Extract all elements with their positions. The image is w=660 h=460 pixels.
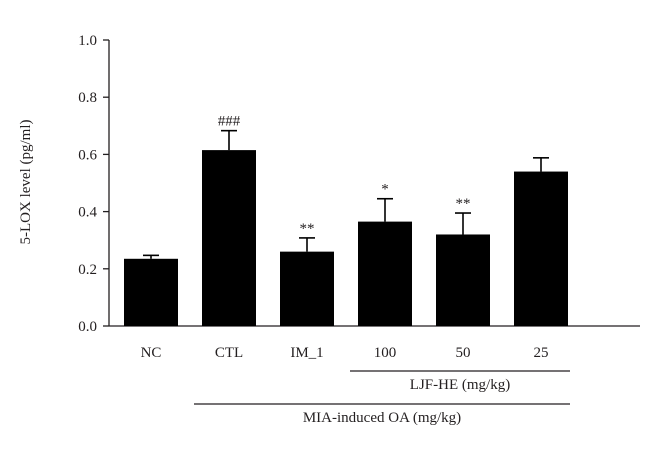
significance-label: * (381, 182, 389, 198)
category-label: IM_1 (290, 345, 323, 361)
group-brackets: LJF-HE (mg/kg) MIA-induced OA (mg/kg) (194, 370, 570, 426)
bar (514, 171, 568, 326)
category-label: 50 (456, 345, 471, 361)
significance-label: ** (456, 196, 471, 212)
category-label: NC (141, 345, 162, 361)
y-tick-label: 0.6 (78, 147, 97, 163)
significance-labels: ###***** (218, 114, 471, 237)
category-label: 100 (374, 345, 397, 361)
significance-label: ** (300, 221, 315, 237)
error-bars (143, 129, 549, 259)
y-axis-label: 5-LOX level (pg/ml) (18, 120, 34, 245)
y-tick-label: 1.0 (78, 33, 97, 49)
y-tick-label: 0.2 (78, 262, 97, 278)
bar (202, 150, 256, 326)
bar (436, 234, 490, 326)
y-tick-label: 0.8 (78, 90, 97, 106)
bars (124, 150, 568, 326)
y-tick-label: 0.4 (78, 205, 97, 221)
bar (280, 251, 334, 326)
category-labels: NC CTL IM_1 100 50 25 (141, 345, 549, 361)
group-label: LJF-HE (mg/kg) (410, 377, 510, 393)
y-tick-label: 0.0 (78, 319, 97, 335)
significance-label: ### (218, 114, 241, 130)
category-label: 25 (534, 345, 549, 361)
bar (124, 258, 178, 326)
group-label: MIA-induced OA (mg/kg) (303, 410, 461, 426)
category-label: CTL (215, 345, 243, 361)
bar (358, 221, 412, 326)
